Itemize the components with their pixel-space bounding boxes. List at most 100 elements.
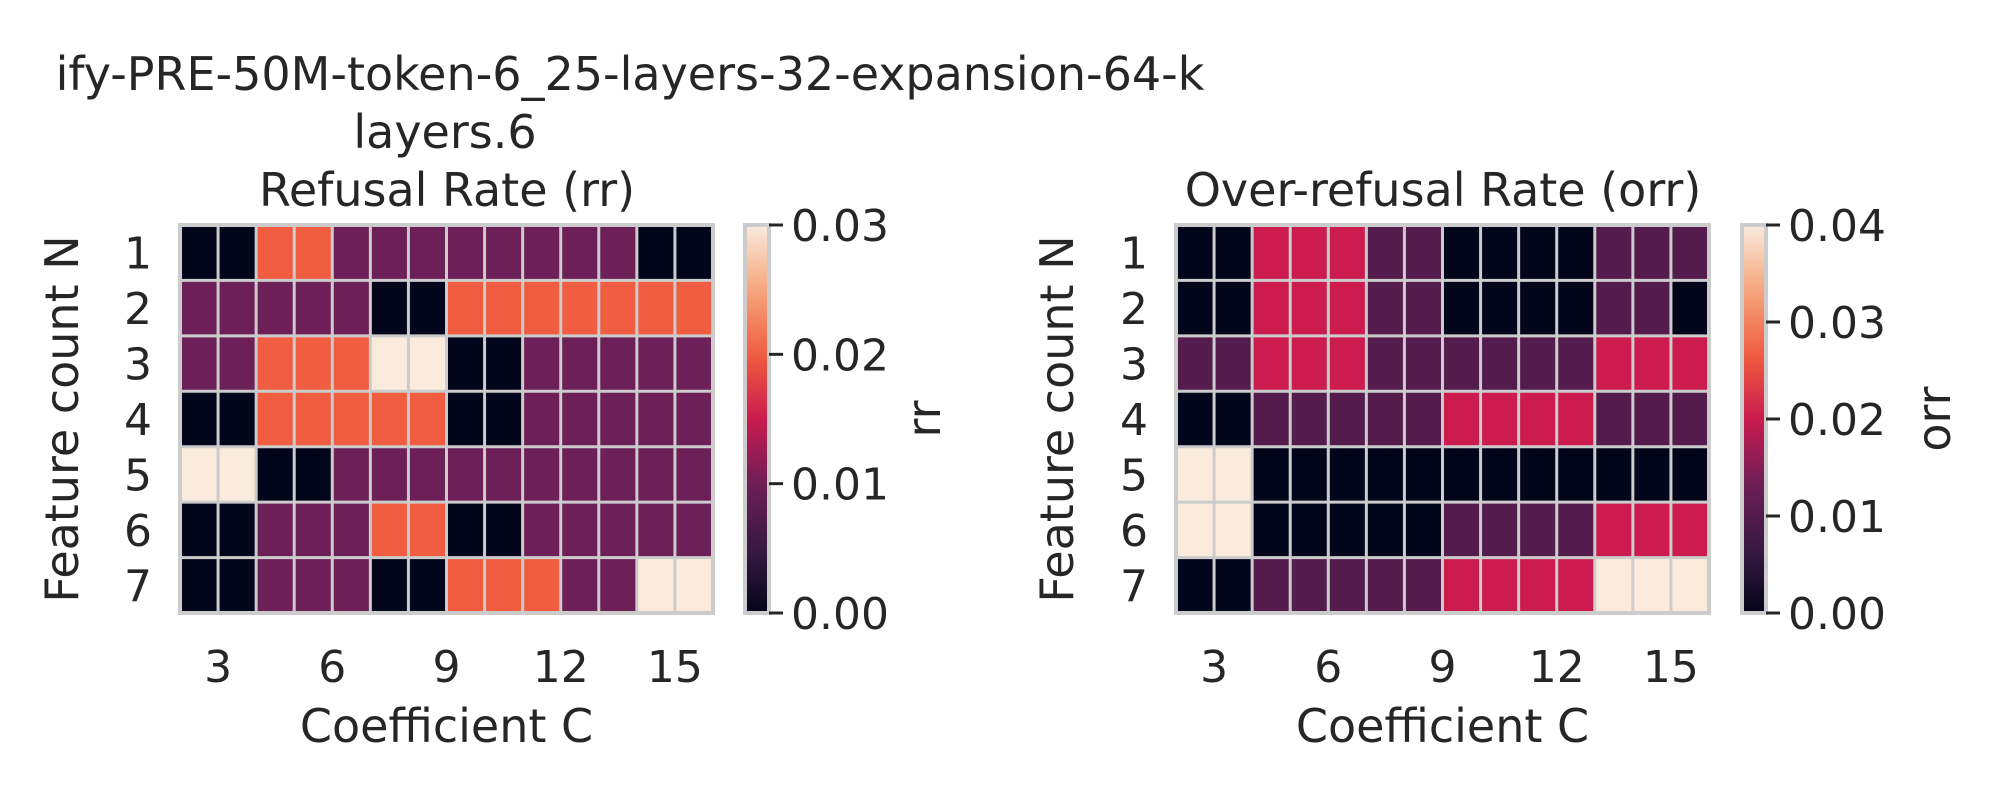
y-tick-label: 6	[124, 506, 152, 557]
heatmap-cell	[1518, 335, 1558, 392]
heatmap-cell	[484, 391, 524, 448]
heatmap-cell	[1252, 225, 1291, 281]
heatmap-cell	[674, 280, 714, 337]
heatmap-cell	[294, 280, 333, 337]
heatmap-cell	[598, 225, 638, 281]
heatmap-cell	[598, 391, 638, 448]
heatmap-cell	[408, 502, 447, 559]
y-tick-label: 1	[124, 229, 152, 280]
heatmap-cell	[1480, 335, 1520, 392]
heatmap-cell	[560, 391, 600, 448]
heatmap-cell	[1594, 391, 1634, 448]
heatmap-cell	[446, 502, 486, 559]
heatmap-cell	[484, 280, 524, 337]
heatmap-cell	[636, 280, 676, 337]
heatmap-frame	[178, 223, 715, 615]
heatmap-cell	[1480, 391, 1520, 448]
heatmap-grid	[180, 225, 713, 613]
heatmap-cell	[1404, 502, 1443, 559]
x-tick-label: 6	[318, 642, 346, 693]
heatmap-cell	[1366, 225, 1405, 281]
x-tick-label: 6	[1314, 642, 1342, 693]
heatmap-cell	[1632, 391, 1672, 448]
heatmap-cell	[370, 557, 409, 614]
heatmap-cell	[256, 446, 295, 503]
heatmap-cell	[484, 502, 524, 559]
heatmap-cell	[446, 557, 486, 614]
heatmap-cell	[218, 557, 257, 614]
x-tick-label: 12	[1529, 642, 1585, 693]
heatmap-cell	[1404, 225, 1443, 281]
y-tick-label: 2	[1120, 284, 1148, 335]
heatmap-cell	[1632, 557, 1672, 614]
heatmap-cell	[370, 391, 409, 448]
heatmap-cell	[332, 446, 371, 503]
heatmap-cell	[1328, 391, 1367, 448]
heatmap-cell	[294, 225, 333, 281]
heatmap-cell	[674, 557, 714, 614]
heatmap-cell	[1366, 557, 1405, 614]
heatmap-cell	[1594, 502, 1634, 559]
heatmap-cell	[560, 557, 600, 614]
heatmap-cell	[218, 502, 257, 559]
heatmap-cell	[256, 280, 295, 337]
heatmap-cell	[1252, 502, 1291, 559]
colorbar-label: orr	[1907, 386, 1961, 451]
heatmap-cell	[332, 502, 371, 559]
heatmap-cell	[1328, 557, 1367, 614]
heatmap-cell	[1404, 557, 1443, 614]
heatmap-cell	[598, 557, 638, 614]
heatmap-cell	[1518, 502, 1558, 559]
heatmap-cell	[446, 391, 486, 448]
heatmap-cell	[1176, 557, 1215, 614]
heatmap-cell	[180, 557, 219, 614]
y-tick-label: 2	[124, 284, 152, 335]
heatmap-cell	[408, 557, 447, 614]
heatmap-cell	[1252, 280, 1291, 337]
heatmap-cell	[180, 280, 219, 337]
heatmap-cell	[1594, 280, 1634, 337]
heatmap-cell	[674, 225, 714, 281]
heatmap-cell	[1442, 446, 1482, 503]
heatmap-cell	[1442, 225, 1482, 281]
heatmap-cell	[180, 391, 219, 448]
heatmap-cell	[1670, 335, 1710, 392]
y-tick-label: 3	[1120, 340, 1148, 391]
heatmap-cell	[180, 335, 219, 392]
heatmap-cell	[598, 280, 638, 337]
heatmap-cell	[1366, 391, 1405, 448]
heatmap-cell	[180, 446, 219, 503]
heatmap-cell	[294, 335, 333, 392]
heatmap-cell	[1556, 502, 1596, 559]
heatmap-cell	[1328, 225, 1367, 281]
heatmap-cell	[1328, 502, 1367, 559]
heatmap-cell	[674, 391, 714, 448]
heatmap-cell	[218, 280, 257, 337]
x-tick-label: 3	[1200, 642, 1228, 693]
heatmap-cell	[1214, 446, 1253, 503]
y-tick-label: 5	[1120, 450, 1148, 501]
heatmap-cell	[1632, 502, 1672, 559]
y-tick-label: 4	[124, 395, 152, 446]
x-tick-label: 3	[204, 642, 232, 693]
heatmap-cell	[636, 446, 676, 503]
x-tick-label: 15	[1643, 642, 1699, 693]
heatmap-cell	[1404, 391, 1443, 448]
heatmap-cell	[1176, 280, 1215, 337]
heatmap-cell	[1404, 280, 1443, 337]
heatmap-cell	[180, 225, 219, 281]
heatmap-cell	[446, 335, 486, 392]
colorbar-tick-label: 0.01	[791, 460, 889, 511]
heatmap-cell	[370, 446, 409, 503]
heatmap-cells	[1176, 225, 1710, 614]
heatmap-cell	[370, 335, 409, 392]
heatmap-cell	[1214, 502, 1253, 559]
colorbar-tick-label: 0.00	[1788, 589, 1886, 640]
heatmap-cell	[1480, 502, 1520, 559]
heatmap-cell	[294, 502, 333, 559]
heatmap-cell	[1252, 557, 1291, 614]
heatmap-cell	[636, 391, 676, 448]
heatmap-cell	[1214, 557, 1253, 614]
heatmap-cell	[1632, 280, 1672, 337]
heatmap-cell	[1328, 280, 1367, 337]
